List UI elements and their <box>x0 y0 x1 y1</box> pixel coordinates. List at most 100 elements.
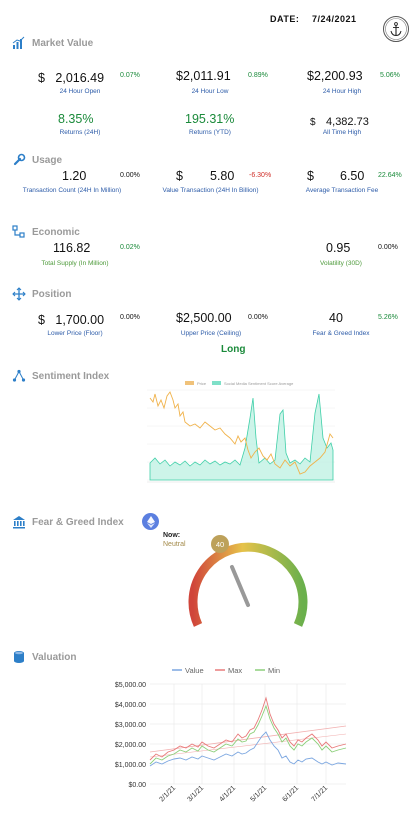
all-time-high: $ 4,382.73 <box>310 112 369 130</box>
floor-value: $ 1,700.00 <box>38 311 104 329</box>
series-min <box>149 704 347 765</box>
legend-min: Min <box>268 666 280 675</box>
ethereum-icon <box>142 513 159 530</box>
gauge-needle <box>230 565 250 607</box>
valuation-chart: Value Max Min $5,000.00 $4,000.00 $3,000… <box>100 662 350 825</box>
valuation-y-axis: $5,000.00 $4,000.00 $3,000.00 $2,000.00 … <box>115 682 146 789</box>
gauge-svg: 40 <box>188 535 308 627</box>
avg-fee: 6.50 <box>340 169 365 183</box>
floor-label: Lower Price (Floor) <box>47 330 103 337</box>
tx-count-label: Transaction Count (24H In Million) <box>22 187 122 194</box>
x-tick: 4/1/21 <box>218 785 237 804</box>
x-tick: 3/1/21 <box>186 785 205 804</box>
price-line <box>149 391 334 475</box>
tx-count: 1.20 <box>62 169 87 183</box>
x-tick: 2/1/21 <box>158 785 177 804</box>
wrench-icon <box>13 153 26 166</box>
position-title: Position <box>32 288 72 300</box>
legend-sentiment: Social Media Sentiment Score Average <box>224 381 294 386</box>
y-tick: $4,000.00 <box>115 702 146 709</box>
legend-price: Price <box>197 381 207 386</box>
ath-label: All Time High <box>322 129 362 136</box>
gauge-value: 40 <box>216 540 224 549</box>
fear-greed-gauge: 40 <box>180 533 310 633</box>
legend-swatch-sentiment <box>212 381 221 385</box>
open-label: 24 Hour Open <box>59 88 101 95</box>
sentiment-area <box>149 393 334 481</box>
min-trend-line <box>149 733 347 758</box>
high-change: 5.06% <box>380 72 400 79</box>
anchor-icon <box>385 18 407 40</box>
x-tick: 6/1/21 <box>281 785 300 804</box>
move-icon <box>12 287 26 301</box>
valuation-chart-svg: Value Max Min $5,000.00 $4,000.00 $3,000… <box>115 666 347 804</box>
y-tick: $2,000.00 <box>115 742 146 749</box>
low-label: 24 Hour Low <box>191 88 229 95</box>
series-max <box>149 696 347 761</box>
y-tick: $0.00 <box>128 782 146 789</box>
fear-greed-header: Fear & Greed Index <box>12 515 124 529</box>
max-trend-line <box>149 725 347 753</box>
usage-title: Usage <box>32 154 63 166</box>
high-label: 24 Hour High <box>322 88 362 95</box>
volatility: 0.95 <box>326 241 351 255</box>
series-value <box>149 731 347 767</box>
ceiling-change: 0.00% <box>248 314 268 321</box>
avg-fee-change: 22.64% <box>378 172 402 179</box>
position-signal: Long <box>221 344 246 355</box>
now-label: Now: <box>163 532 181 539</box>
economic-header: Economic <box>12 225 80 239</box>
sentiment-title: Sentiment Index <box>32 370 110 382</box>
sentiment-header: Sentiment Index <box>12 369 109 383</box>
brand-logo <box>383 16 409 42</box>
volatility-change: 0.00% <box>378 244 398 251</box>
usage-header: Usage <box>12 153 62 167</box>
position-header: Position <box>12 287 71 301</box>
fear-greed-title: Fear & Greed Index <box>32 516 124 528</box>
fg-change: 5.26% <box>378 314 398 321</box>
now-value: Neutral <box>163 541 186 548</box>
valuation-x-axis: 2/1/21 3/1/21 4/1/21 5/1/21 6/1/21 7/1/2… <box>158 785 329 804</box>
date-label: DATE: <box>270 14 300 24</box>
low-change: 0.89% <box>248 72 268 79</box>
bank-icon <box>13 516 25 529</box>
y-tick: $5,000.00 <box>115 682 146 689</box>
volatility-label: Volatility (30D) <box>320 260 362 267</box>
bar-chart-icon <box>12 36 25 49</box>
tx-count-change: 0.00% <box>120 172 140 179</box>
open-change: 0.07% <box>120 72 140 79</box>
cylinder-icon <box>14 651 24 663</box>
returns-24h-label: Returns (24H) <box>59 129 101 136</box>
low-amount: $2,011.91 <box>176 69 231 83</box>
ath-amount: 4,382.73 <box>326 116 369 128</box>
market-value-header: Market Value <box>12 36 93 50</box>
avg-fee-label: Average Transaction Fee <box>305 187 379 194</box>
gauge-arc <box>188 542 308 627</box>
returns-ytd: 195.31% <box>185 112 235 126</box>
hierarchy-icon <box>12 225 25 238</box>
gauge-value-badge <box>211 535 229 553</box>
sentiment-chart-svg: Price Social Media Sentiment Score Avera… <box>135 378 340 500</box>
tx-value: 5.80 <box>210 169 235 183</box>
high-amount: $2,200.93 <box>307 69 363 83</box>
total-supply-change: 0.02% <box>120 244 140 251</box>
ceiling-amount: $2,500.00 <box>176 311 232 325</box>
ceiling-label: Upper Price (Ceiling) <box>180 330 242 337</box>
y-tick: $1,000.00 <box>115 762 146 769</box>
market-value-title: Market Value <box>32 37 94 49</box>
tx-value-change: -6.30% <box>249 172 272 179</box>
valuation-title: Valuation <box>32 651 77 663</box>
network-icon <box>12 369 26 382</box>
x-tick: 5/1/21 <box>249 785 268 804</box>
legend-swatch-price <box>185 381 194 385</box>
fg-label: Fear & Greed Index <box>312 330 370 337</box>
currency-symbol: $ <box>176 169 183 183</box>
total-supply-label: Total Supply (In Million) <box>41 260 109 267</box>
currency-symbol: $ <box>307 169 314 183</box>
open-value: $ 2,016.49 <box>38 69 104 87</box>
date-value: 7/24/2021 <box>312 14 357 24</box>
currency-symbol: $ <box>38 313 45 327</box>
legend-value: Value <box>185 666 204 675</box>
floor-change: 0.00% <box>120 314 140 321</box>
currency-symbol: $ <box>38 71 45 85</box>
